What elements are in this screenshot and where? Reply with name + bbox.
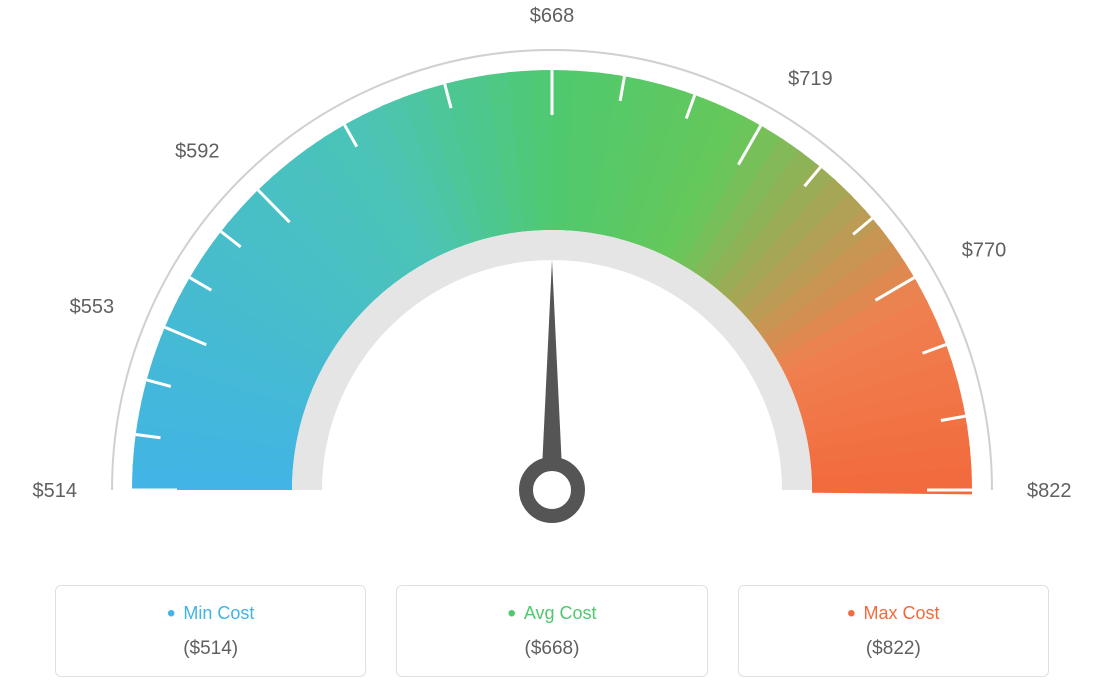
cost-gauge-chart: $514 $553 $592 $668 $719 $770 $822 Min Cost ($5…: [0, 0, 1104, 690]
legend-box-min-cost: Min Cost ($514): [55, 585, 366, 677]
tick-label: $592: [175, 141, 220, 163]
legend-box-max-cost: Max Cost ($822): [738, 585, 1049, 677]
gauge-area: $514 $553 $592 $668 $719 $770 $822: [0, 0, 1104, 560]
legend-title: Max Cost: [739, 600, 1048, 628]
legend-value: ($822): [739, 638, 1048, 660]
tick-label: $770: [962, 240, 1007, 262]
tick-label: $514: [33, 480, 78, 502]
needle-hub: [526, 464, 578, 516]
gauge-needle: [541, 260, 563, 490]
legend-box-avg-cost: Avg Cost ($668): [396, 585, 707, 677]
gauge-svg: $514 $553 $592 $668 $719 $770 $822: [0, 0, 1104, 560]
legend-value: ($514): [56, 638, 365, 660]
legend-value: ($668): [397, 638, 706, 660]
legend-row: Min Cost ($514) Avg Cost ($668) Max Cost ($82…: [55, 585, 1049, 677]
legend-title: Avg Cost: [397, 600, 706, 628]
legend-title: Min Cost: [56, 600, 365, 628]
tick-label: $719: [788, 68, 833, 90]
tick-label: $822: [1027, 480, 1072, 502]
tick-label: $553: [70, 296, 115, 318]
tick-label: $668: [530, 5, 575, 27]
